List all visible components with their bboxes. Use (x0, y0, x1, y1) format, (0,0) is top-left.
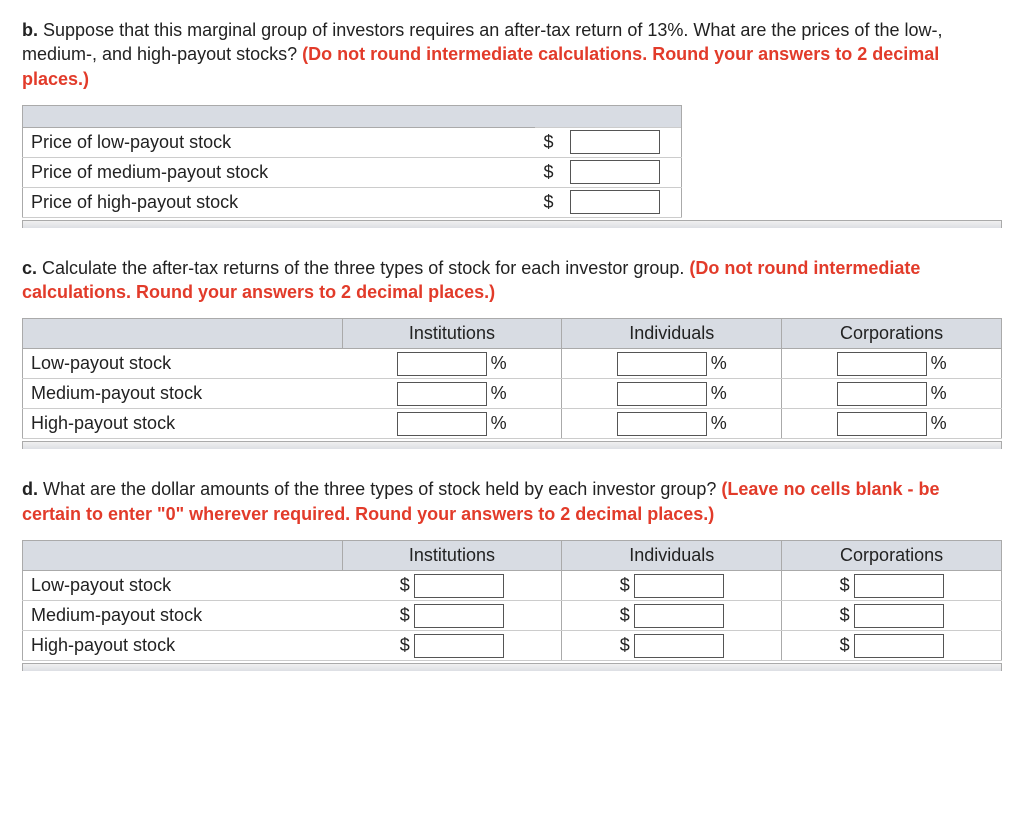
table-row: Low-payout stock % % % (23, 349, 1002, 379)
header-spacer (23, 319, 343, 349)
percent-symbol: % (711, 413, 727, 434)
part-c-letter: c. (22, 258, 37, 278)
table-row: Low-payout stock $ $ $ (23, 571, 1002, 601)
table-row: Medium-payout stock % % % (23, 379, 1002, 409)
part-d: d. What are the dollar amounts of the th… (22, 477, 1002, 671)
percent-symbol: % (491, 383, 507, 404)
c-low-ind-input[interactable] (617, 352, 707, 376)
part-d-table: Institutions Individuals Corporations Lo… (22, 540, 1002, 661)
d-low-inst-input[interactable] (414, 574, 504, 598)
d-high-inst-input[interactable] (414, 634, 504, 658)
percent-symbol: % (711, 353, 727, 374)
c-high-ind-input[interactable] (617, 412, 707, 436)
part-c-text: Calculate the after-tax returns of the t… (42, 258, 689, 278)
percent-symbol: % (931, 353, 947, 374)
percent-symbol: % (931, 413, 947, 434)
row-label: Medium-payout stock (23, 379, 343, 409)
currency-symbol: $ (840, 635, 850, 656)
part-c-prompt: c. Calculate the after-tax returns of th… (22, 256, 1002, 305)
percent-symbol: % (491, 413, 507, 434)
currency-symbol: $ (620, 605, 630, 626)
row-label: Price of low-payout stock (23, 127, 536, 157)
row-label: Low-payout stock (23, 349, 343, 379)
price-medium-input[interactable] (570, 160, 660, 184)
d-high-ind-input[interactable] (634, 634, 724, 658)
part-d-letter: d. (22, 479, 38, 499)
header-spacer (23, 541, 343, 571)
table-row: High-payout stock % % % (23, 409, 1002, 439)
part-d-footer-rule (22, 663, 1002, 671)
currency-symbol: $ (620, 635, 630, 656)
price-high-input[interactable] (570, 190, 660, 214)
table-row: High-payout stock $ $ $ (23, 631, 1002, 661)
col-header: Corporations (782, 319, 1002, 349)
row-label: Price of medium-payout stock (23, 157, 536, 187)
table-header-row: Institutions Individuals Corporations (23, 541, 1002, 571)
part-b-letter: b. (22, 20, 38, 40)
part-b-prompt: b. Suppose that this marginal group of i… (22, 18, 1002, 91)
currency-symbol: $ (400, 605, 410, 626)
currency-symbol: $ (543, 162, 553, 182)
d-med-corp-input[interactable] (854, 604, 944, 628)
table-row: Price of high-payout stock $ (23, 187, 682, 217)
percent-symbol: % (491, 353, 507, 374)
col-header: Individuals (562, 541, 782, 571)
currency-symbol: $ (543, 192, 553, 212)
part-b-header-bar (22, 105, 682, 127)
c-med-inst-input[interactable] (397, 382, 487, 406)
col-header: Corporations (782, 541, 1002, 571)
d-low-ind-input[interactable] (634, 574, 724, 598)
c-med-corp-input[interactable] (837, 382, 927, 406)
currency-symbol: $ (400, 635, 410, 656)
table-row: Price of low-payout stock $ (23, 127, 682, 157)
currency-symbol: $ (840, 575, 850, 596)
part-c-table: Institutions Individuals Corporations Lo… (22, 318, 1002, 439)
row-label: Price of high-payout stock (23, 187, 536, 217)
currency-symbol: $ (543, 132, 553, 152)
row-label: Low-payout stock (23, 571, 343, 601)
currency-symbol: $ (840, 605, 850, 626)
c-high-inst-input[interactable] (397, 412, 487, 436)
d-med-ind-input[interactable] (634, 604, 724, 628)
part-c: c. Calculate the after-tax returns of th… (22, 256, 1002, 450)
part-b-table: Price of low-payout stock $ Price of med… (22, 127, 682, 218)
col-header: Institutions (342, 319, 562, 349)
percent-symbol: % (711, 383, 727, 404)
price-low-input[interactable] (570, 130, 660, 154)
table-row: Medium-payout stock $ $ $ (23, 601, 1002, 631)
col-header: Individuals (562, 319, 782, 349)
part-c-footer-rule (22, 441, 1002, 449)
table-header-row: Institutions Individuals Corporations (23, 319, 1002, 349)
c-high-corp-input[interactable] (837, 412, 927, 436)
table-row: Price of medium-payout stock $ (23, 157, 682, 187)
part-b-footer-rule (22, 220, 1002, 228)
c-low-corp-input[interactable] (837, 352, 927, 376)
d-med-inst-input[interactable] (414, 604, 504, 628)
row-label: High-payout stock (23, 409, 343, 439)
currency-symbol: $ (620, 575, 630, 596)
row-label: High-payout stock (23, 631, 343, 661)
c-low-inst-input[interactable] (397, 352, 487, 376)
col-header: Institutions (342, 541, 562, 571)
part-d-prompt: d. What are the dollar amounts of the th… (22, 477, 1002, 526)
part-b: b. Suppose that this marginal group of i… (22, 18, 1002, 228)
percent-symbol: % (931, 383, 947, 404)
c-med-ind-input[interactable] (617, 382, 707, 406)
part-d-text: What are the dollar amounts of the three… (43, 479, 721, 499)
row-label: Medium-payout stock (23, 601, 343, 631)
currency-symbol: $ (400, 575, 410, 596)
d-low-corp-input[interactable] (854, 574, 944, 598)
d-high-corp-input[interactable] (854, 634, 944, 658)
